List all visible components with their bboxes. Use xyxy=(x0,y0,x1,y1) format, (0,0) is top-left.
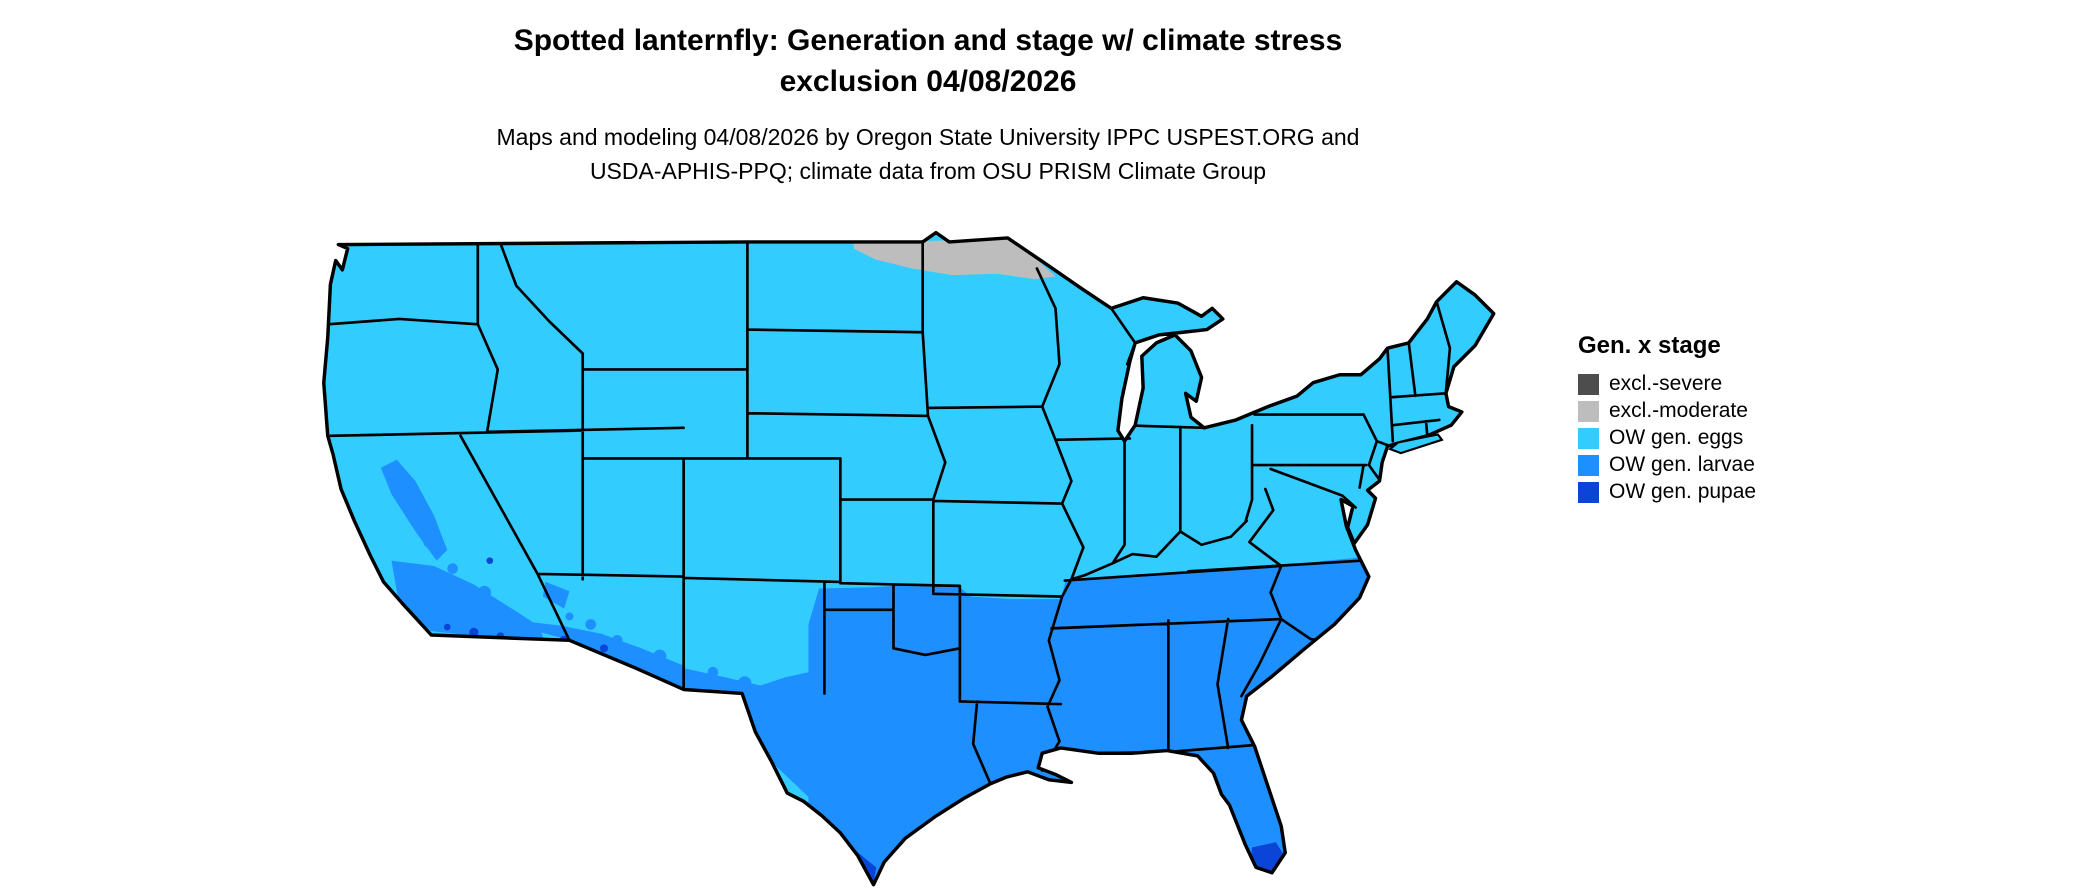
legend-item-label: excl.-severe xyxy=(1609,372,1723,395)
region-excl-moderate-minnesota xyxy=(853,239,1056,280)
ow-eggs-swatch xyxy=(1578,427,1599,449)
legend-item-excl-moderate: excl.-moderate xyxy=(1578,399,1756,422)
legend-title: Gen. x stage xyxy=(1578,332,1721,359)
us-map xyxy=(316,226,1540,890)
state-borders xyxy=(326,241,1452,786)
region-ow-larvae-specks xyxy=(400,500,790,691)
title-line-2: exclusion 04/08/2026 xyxy=(779,65,1077,98)
subtitle-line-1: Maps and modeling 04/08/2026 by Oregon S… xyxy=(496,124,1360,150)
page-subtitle: Maps and modeling 04/08/2026 by Oregon S… xyxy=(228,120,1628,188)
region-ow-pupae xyxy=(850,842,1287,885)
ow-larvae-swatch xyxy=(1578,454,1599,476)
long-island xyxy=(1388,433,1444,455)
page-title: Spotted lanternfly: Generation and stage… xyxy=(228,20,1628,102)
legend-item-ow-pupae: OW gen. pupae xyxy=(1578,480,1757,503)
legend-item-ow-eggs: OW gen. eggs xyxy=(1578,426,1756,449)
excl-moderate-swatch xyxy=(1578,400,1599,422)
title-line-1: Spotted lanternfly: Generation and stage… xyxy=(513,24,1343,57)
legend-item-label: excl.-moderate xyxy=(1609,399,1748,422)
region-ow-larvae-south xyxy=(808,555,1407,885)
legend-item-label: OW gen. larvae xyxy=(1609,453,1755,476)
region-ow-larvae-southwest xyxy=(380,459,809,798)
us-map-svg xyxy=(322,230,1496,887)
ow-pupae-swatch xyxy=(1578,481,1599,503)
legend-item-ow-larvae: OW gen. larvae xyxy=(1578,453,1756,476)
subtitle-line-2: USDA-APHIS-PPQ; climate data from OSU PR… xyxy=(589,158,1267,184)
legend-item-label: OW gen. eggs xyxy=(1609,426,1744,449)
legend-item-label: OW gen. pupae xyxy=(1609,480,1757,503)
excl-severe-swatch xyxy=(1578,373,1599,395)
legend: Gen. x stage excl.-severe excl.-moderate… xyxy=(1578,332,1756,508)
legend-item-excl-severe: excl.-severe xyxy=(1578,372,1756,395)
